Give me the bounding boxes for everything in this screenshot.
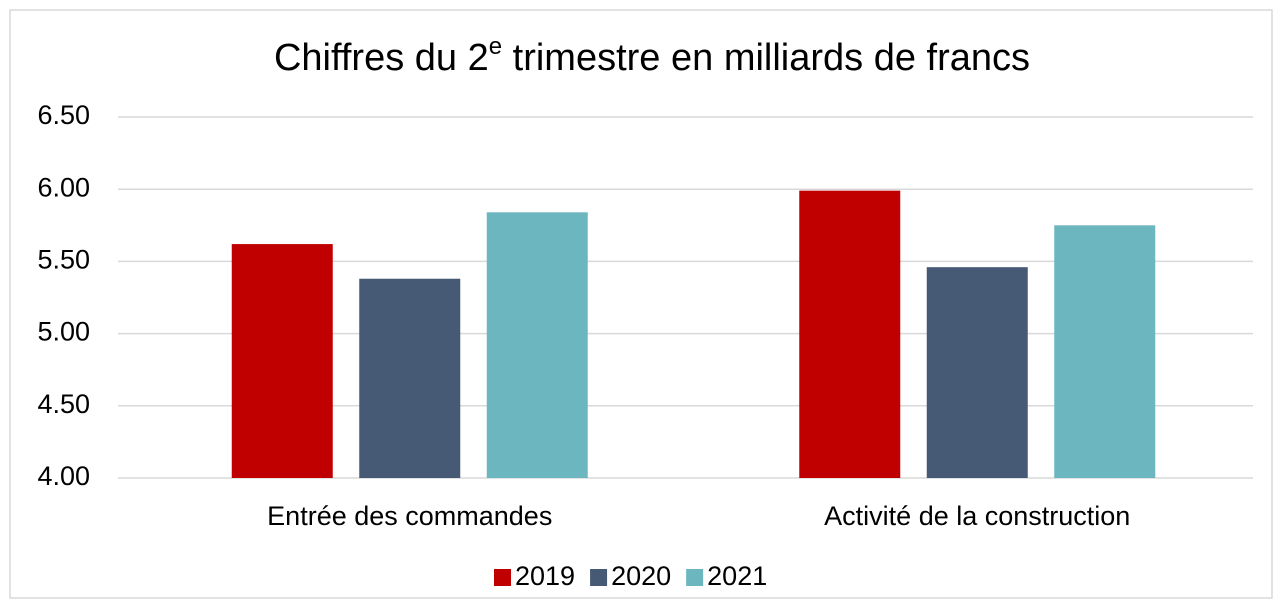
bar [1054, 225, 1156, 478]
legend-label: 2021 [707, 561, 767, 591]
legend-swatch [590, 569, 608, 586]
x-tick-label: Activité de la construction [824, 501, 1130, 531]
title-part: Chiffres du 2 [274, 37, 489, 79]
title-part: trimestre en milliards de francs [502, 37, 1030, 79]
y-tick-label: 6.00 [37, 172, 90, 202]
y-tick-label: 4.50 [37, 389, 90, 419]
bar [231, 244, 333, 478]
title-part: e [489, 33, 502, 60]
legend-label: 2020 [611, 561, 671, 591]
legend-swatch [494, 569, 511, 586]
chart-title: Chiffres du 2e trimestre en milliards de… [274, 33, 1030, 79]
bar [926, 267, 1028, 478]
bar [486, 212, 588, 478]
bar [359, 278, 461, 478]
bar [799, 190, 901, 479]
y-tick-label: 5.00 [37, 317, 90, 347]
y-tick-label: 5.50 [37, 245, 90, 275]
x-tick-label: Entrée des commandes [267, 501, 552, 531]
legend-swatch [686, 569, 704, 586]
y-tick-label: 4.00 [37, 461, 90, 491]
y-tick-label: 6.50 [37, 100, 90, 130]
legend-label: 2019 [515, 561, 575, 591]
